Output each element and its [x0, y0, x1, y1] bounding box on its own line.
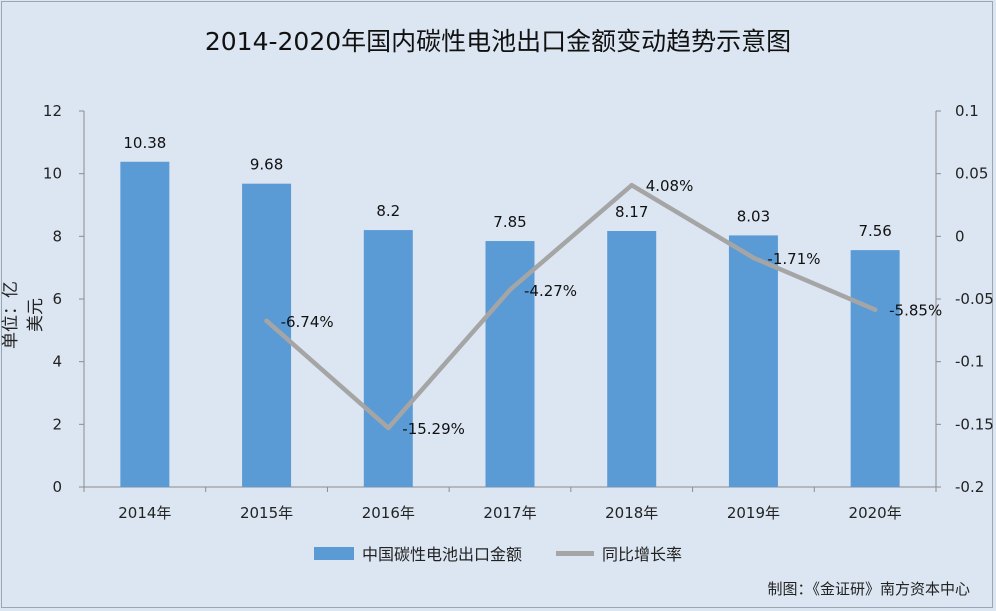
bar-value-label: 8.17 — [615, 203, 648, 221]
y-tick-label: 12 — [43, 102, 62, 120]
x-tick-label: 2015年 — [240, 504, 293, 522]
growth-rate-point — [872, 307, 878, 312]
y-tick-label: 6 — [52, 290, 62, 308]
y2-tick-label: 0.05 — [955, 165, 988, 183]
y2-tick-label: 0 — [955, 227, 965, 245]
legend-label-line: 同比增长率 — [602, 545, 683, 564]
legend-item-line: 同比增长率 — [556, 541, 682, 565]
legend-item-bar: 中国碳性电池出口金额 — [313, 541, 522, 565]
y2-tick-label: -0.15 — [955, 415, 994, 433]
bar-value-label: 10.38 — [123, 134, 166, 152]
chart-title: 2014-2020年国内碳性电池出口金额变动趋势示意图 — [204, 27, 792, 56]
y-tick-label: 10 — [43, 165, 62, 183]
bar — [607, 231, 657, 487]
legend-swatch-bar — [313, 546, 354, 560]
bar — [850, 250, 900, 487]
bar-value-label: 7.56 — [858, 222, 891, 240]
bar-value-label: 8.03 — [737, 207, 770, 225]
growth-rate-label: -1.71% — [767, 250, 820, 268]
legend-label-bar: 中国碳性电池出口金额 — [361, 545, 522, 564]
x-tick-label: 2017年 — [483, 504, 536, 522]
growth-rate-label: -15.29% — [402, 420, 465, 438]
legend: 中国碳性电池出口金额 同比增长率 — [0, 541, 996, 565]
x-tick-label: 2020年 — [849, 504, 902, 522]
y-tick-label: 0 — [52, 478, 62, 496]
bar — [363, 230, 413, 488]
y2-tick-label: 0.1 — [955, 102, 979, 120]
bar-value-label: 7.85 — [493, 213, 526, 231]
bar — [120, 161, 170, 487]
y-tick-label: 2 — [52, 415, 62, 433]
y2-tick-label: -0.05 — [955, 290, 994, 308]
legend-swatch-line — [556, 550, 594, 556]
bar — [728, 235, 778, 487]
bar-value-label: 9.68 — [250, 156, 283, 174]
growth-rate-label: -5.85% — [889, 302, 942, 320]
bar — [485, 241, 535, 487]
growth-rate-line — [264, 182, 878, 431]
y2-tick-label: -0.2 — [955, 478, 984, 496]
credit-text: 制图：《金证研》南方资本中心 — [767, 580, 970, 598]
x-tick-label: 2014年 — [118, 504, 171, 522]
growth-rate-point — [386, 425, 391, 431]
bar-value-label: 8.2 — [376, 202, 400, 220]
x-tick-label: 2018年 — [605, 504, 658, 522]
y-tick-label: 4 — [52, 353, 62, 371]
y-tick-label: 8 — [52, 227, 62, 245]
growth-rate-point — [507, 287, 513, 293]
growth-rate-point — [629, 182, 634, 188]
x-tick-label: 2016年 — [362, 504, 415, 522]
growth-rate-point — [751, 255, 756, 260]
growth-rate-label: -4.27% — [524, 282, 577, 300]
growth-rate-label: 4.08% — [646, 177, 694, 195]
y2-tick-label: -0.1 — [955, 353, 984, 371]
growth-rate-label: -6.74% — [281, 313, 334, 331]
x-tick-label: 2019年 — [727, 504, 780, 522]
growth-rate-point — [264, 318, 269, 324]
